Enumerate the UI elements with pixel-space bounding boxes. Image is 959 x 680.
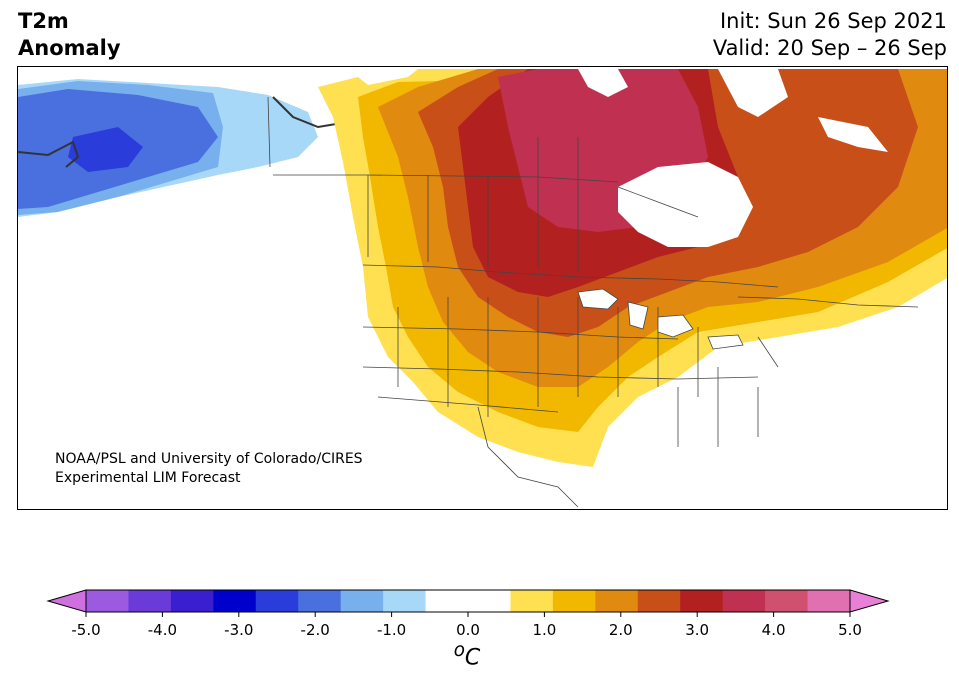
colorbar-tick-label: 0.0 [456,621,480,639]
great-lakes [577,288,744,350]
mexico-south [478,462,616,509]
colorbar-tick-label: 5.0 [838,621,862,639]
anomaly-map [17,66,948,510]
arctic-islands-water [348,69,888,152]
colorbar-tick-label: -2.0 [300,621,330,639]
colorbar-segment [383,590,427,612]
credit-line2: Experimental LIM Forecast [55,470,241,486]
colorbar-segment [468,590,511,612]
colorbar-tick-label: 1.0 [532,621,557,639]
hudson-bay [618,162,753,247]
colorbar-segment [637,590,681,612]
colorbar-tick-label: -5.0 [71,621,101,639]
colorbar-segment [213,590,257,612]
colorbar-segment [807,590,851,612]
date-info: Init: Sun 26 Sep 2021 Valid: 20 Sep – 26… [713,8,947,62]
colorbar-unit-letter: C [464,645,481,671]
ocean-east [618,283,947,509]
title-line1: T2m [18,9,69,33]
colorbar-segment [340,590,384,612]
colorbar-segment [680,590,724,612]
valid-range: Valid: 20 Sep – 26 Sep [712,36,947,60]
borders [267,96,919,508]
colorbar-unit: oC [447,640,487,670]
colorbar-tick-label: 3.0 [685,621,710,639]
colorbar-tick-label: -4.0 [147,621,178,639]
title-line2: Anomaly [18,36,121,60]
colorbar-tick-label: -3.0 [224,621,254,639]
colorbar-tick-label: 4.0 [761,621,786,639]
colorbar-tick-label: 2.0 [608,621,633,639]
colorbar-segment [170,590,214,612]
colorbar-segment [552,590,596,612]
colorbar-extend-min [46,589,87,613]
colorbar-segment [722,590,766,612]
cold-region-core [68,127,143,172]
colorbar-segment [86,590,129,612]
colorbar-segment [425,590,469,612]
colorbar-extend-max [849,589,890,613]
map-graphic [18,69,947,509]
credit-line1: NOAA/PSL and University of Colorado/CIRE… [55,451,363,467]
colorbar-segment [595,590,639,612]
colorbar-segment [510,590,554,612]
colorbar-unit-degree: o [453,640,465,661]
colorbar-segment [298,590,342,612]
colorbar-tick-label: -1.0 [376,621,407,639]
map-title: T2m Anomaly [18,8,121,62]
colorbar-segment [765,590,809,612]
ocean-west [18,162,487,509]
colorbar-segment [128,590,172,612]
alaska-coast [18,96,349,168]
colorbar-segment [255,590,299,612]
credit-text: NOAA/PSL and University of Colorado/CIRE… [55,450,363,488]
init-date: Init: Sun 26 Sep 2021 [719,9,947,33]
